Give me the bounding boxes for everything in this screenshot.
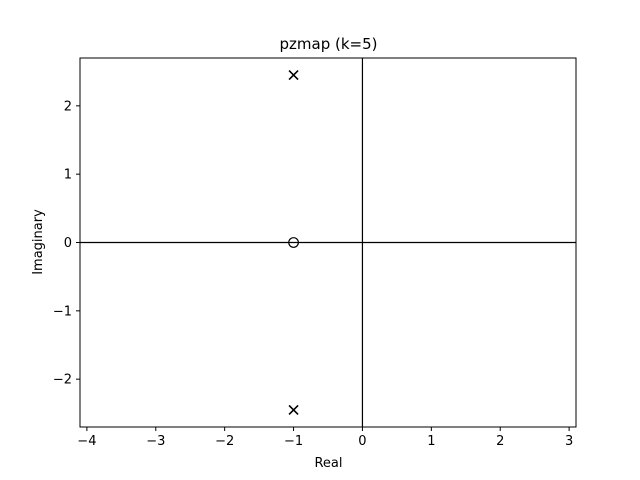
plot-area: −4 −3 −2 −1 0 1 2 3 −2 −1 0 1 2 (53, 57, 577, 449)
y-tick-label: 0 (64, 236, 72, 251)
x-tick-label: −1 (284, 434, 303, 449)
y-tick-label: 1 (64, 168, 72, 183)
y-tick-label: −1 (53, 304, 72, 319)
chart-title: pzmap (k=5) (280, 35, 378, 53)
zero-marker (288, 237, 299, 248)
y-tick-label: −2 (53, 373, 72, 388)
x-tick-label: 3 (565, 434, 573, 449)
y-tick-label: 2 (64, 99, 72, 114)
pole-marker (288, 70, 299, 81)
y-axis-label: Imaginary (31, 209, 46, 275)
x-tick-label: 0 (358, 434, 366, 449)
x-tick-label: −3 (146, 434, 165, 449)
pole-marker (288, 404, 299, 415)
x-tick-label: 1 (427, 434, 435, 449)
plot-frame (79, 57, 577, 428)
pole-stroke (288, 70, 299, 81)
x-tick-label: −4 (77, 434, 96, 449)
x-axis-label: Real (314, 456, 342, 471)
x-tick-label: −2 (215, 434, 234, 449)
pole-stroke (288, 404, 299, 415)
x-tick-label: 2 (496, 434, 504, 449)
